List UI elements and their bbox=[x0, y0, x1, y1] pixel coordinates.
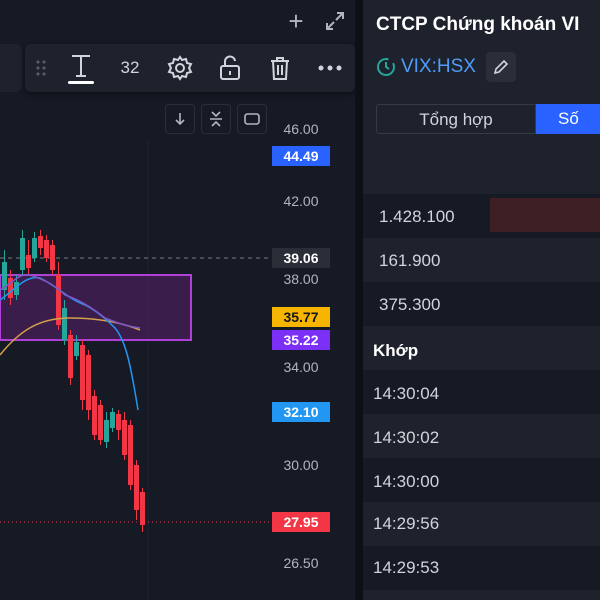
stock-info-panel: CTCP Chứng khoán VI VIX:HSX Tổng hợp Số … bbox=[363, 0, 600, 600]
axis-label: 26.50 bbox=[283, 555, 319, 571]
edit-button[interactable] bbox=[485, 52, 516, 82]
candle-body bbox=[128, 425, 133, 485]
candle-body bbox=[8, 278, 13, 298]
candle-body bbox=[32, 238, 37, 258]
volume-value: 375.300 bbox=[379, 295, 441, 314]
plus-icon[interactable]: + bbox=[288, 5, 304, 36]
chart-panel[interactable]: + 32 bbox=[0, 0, 355, 600]
trade-row: 14:29:56 bbox=[363, 502, 600, 546]
panel-divider[interactable] bbox=[355, 0, 363, 600]
candle-body bbox=[14, 282, 19, 295]
axis-label: 34.00 bbox=[283, 359, 319, 375]
axis-label: 38.00 bbox=[283, 271, 319, 287]
price-tag: 35.77 bbox=[272, 307, 330, 327]
font-size-button[interactable]: 32 bbox=[120, 58, 140, 77]
drag-handle-icon[interactable] bbox=[33, 44, 49, 92]
candle-body bbox=[38, 236, 43, 248]
axis-label: 42.00 bbox=[283, 193, 319, 209]
volume-row: 1.428.100 bbox=[363, 194, 600, 238]
section-label: Khớp bbox=[373, 341, 419, 360]
price-tag: 35.22 bbox=[272, 330, 330, 350]
trade-row: 14:30:00 bbox=[363, 458, 600, 502]
table-header-row bbox=[363, 150, 600, 194]
candle-body bbox=[80, 345, 85, 400]
more-icon[interactable] bbox=[313, 44, 347, 92]
pencil-icon bbox=[493, 59, 509, 75]
candle-body bbox=[86, 355, 91, 410]
arrow-down-icon[interactable] bbox=[165, 104, 195, 134]
trade-row: 14:29:53 bbox=[363, 546, 600, 590]
price-chart[interactable] bbox=[0, 0, 270, 600]
volume-row: 161.900 bbox=[363, 238, 600, 282]
symbol-row: VIX:HSX bbox=[375, 52, 516, 82]
axis-label: 30.00 bbox=[283, 457, 319, 473]
candle-body bbox=[110, 412, 115, 428]
volume-value: 161.900 bbox=[379, 251, 441, 270]
drawing-toolbar: 32 bbox=[25, 44, 355, 92]
candle-body bbox=[20, 238, 25, 270]
trade-time: 14:30:04 bbox=[373, 384, 440, 403]
tab-numbers[interactable]: Số bbox=[536, 104, 600, 134]
trade-row: 14:30:02 bbox=[363, 414, 600, 458]
candle-body bbox=[122, 420, 127, 455]
candle-body bbox=[104, 420, 109, 442]
volume-row: 375.300 bbox=[363, 282, 600, 326]
candle-body bbox=[26, 255, 31, 268]
trade-time: 14:30:00 bbox=[373, 472, 440, 491]
candle-body bbox=[56, 275, 61, 325]
trade-time: 14:30:02 bbox=[373, 428, 440, 447]
expand-icon[interactable] bbox=[322, 8, 348, 34]
reset-icon[interactable] bbox=[237, 104, 267, 134]
left-toolbar-fragment bbox=[0, 44, 22, 92]
trade-row: 14:30:04 bbox=[363, 370, 600, 414]
price-tag: 44.49 bbox=[272, 146, 330, 166]
company-title: CTCP Chứng khoán VI bbox=[376, 14, 580, 35]
chart-header: + bbox=[0, 0, 355, 42]
candle-body bbox=[134, 465, 139, 510]
price-tag: 27.95 bbox=[272, 512, 330, 532]
volume-bar bbox=[490, 198, 600, 232]
trade-time: 14:29:53 bbox=[373, 558, 440, 577]
unlock-icon[interactable] bbox=[213, 44, 247, 92]
candle-body bbox=[140, 492, 145, 525]
text-icon[interactable] bbox=[63, 44, 99, 92]
clock-icon bbox=[377, 58, 395, 76]
moving-average-mid bbox=[0, 273, 141, 329]
trade-time: 14:29:56 bbox=[373, 514, 440, 533]
candle-body bbox=[2, 262, 7, 290]
candle-body bbox=[92, 396, 97, 435]
candle-body bbox=[74, 342, 79, 356]
trash-icon[interactable] bbox=[263, 44, 297, 92]
tab-summary[interactable]: Tổng hợp bbox=[376, 104, 536, 134]
panel-tabs: Tổng hợp Số bbox=[376, 104, 600, 134]
volume-value: 1.428.100 bbox=[379, 207, 455, 226]
candle-body bbox=[44, 240, 49, 258]
price-tag: 32.10 bbox=[272, 402, 330, 422]
axis-label: 46.00 bbox=[283, 121, 319, 137]
candle-body bbox=[50, 245, 55, 270]
collapse-icon[interactable] bbox=[201, 104, 231, 134]
section-header: Khớp bbox=[363, 326, 600, 370]
candle-body bbox=[116, 414, 121, 430]
candle-body bbox=[98, 405, 103, 440]
symbol-label[interactable]: VIX:HSX bbox=[401, 56, 476, 77]
highlight-zone[interactable] bbox=[0, 274, 192, 341]
candle-body bbox=[68, 335, 73, 378]
gear-icon[interactable] bbox=[163, 44, 197, 92]
price-tag: 39.06 bbox=[272, 248, 330, 268]
candle-body bbox=[62, 308, 67, 340]
